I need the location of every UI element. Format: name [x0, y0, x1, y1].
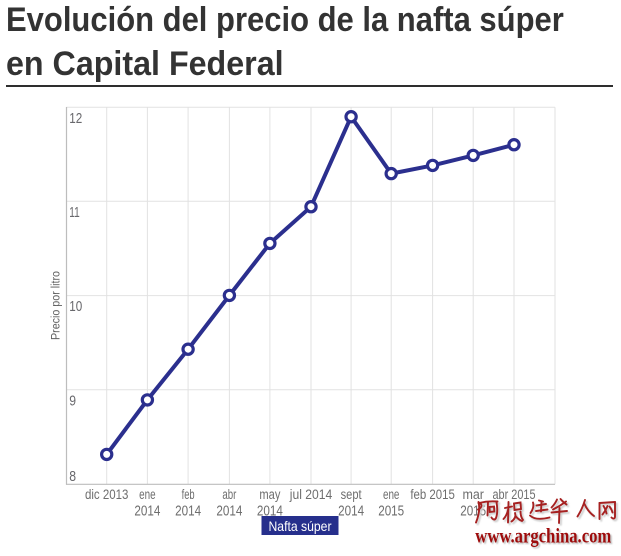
svg-text:Precio por litro: Precio por litro [50, 271, 62, 340]
svg-text:abr: abr [222, 487, 236, 502]
svg-text:8: 8 [69, 468, 76, 485]
svg-text:may: may [259, 487, 280, 502]
svg-text:2015: 2015 [378, 503, 404, 519]
svg-text:9: 9 [69, 392, 76, 409]
svg-text:feb: feb [182, 487, 195, 502]
svg-text:2014: 2014 [338, 503, 364, 519]
svg-text:feb 2015: feb 2015 [410, 487, 455, 502]
svg-text:www.argchina.com: www.argchina.com [475, 523, 611, 547]
svg-text:11: 11 [69, 204, 80, 221]
svg-text:10: 10 [69, 298, 82, 315]
svg-text:mar: mar [462, 487, 484, 502]
svg-text:abr 2015: abr 2015 [493, 487, 536, 502]
svg-text:jul 2014: jul 2014 [289, 487, 333, 502]
svg-text:sept: sept [341, 487, 362, 502]
svg-text:2014: 2014 [175, 503, 201, 519]
svg-text:ene: ene [383, 487, 400, 502]
svg-text:2014: 2014 [134, 503, 160, 519]
svg-text:2014: 2014 [216, 503, 242, 519]
svg-text:2014: 2014 [257, 503, 283, 519]
svg-text:www.argchina.com: www.argchina.com [477, 525, 613, 549]
svg-text:12: 12 [69, 110, 82, 127]
svg-text:dic 2013: dic 2013 [85, 487, 129, 502]
svg-text:Nafta súper: Nafta súper [269, 518, 332, 534]
svg-text:ene: ene [139, 487, 156, 502]
